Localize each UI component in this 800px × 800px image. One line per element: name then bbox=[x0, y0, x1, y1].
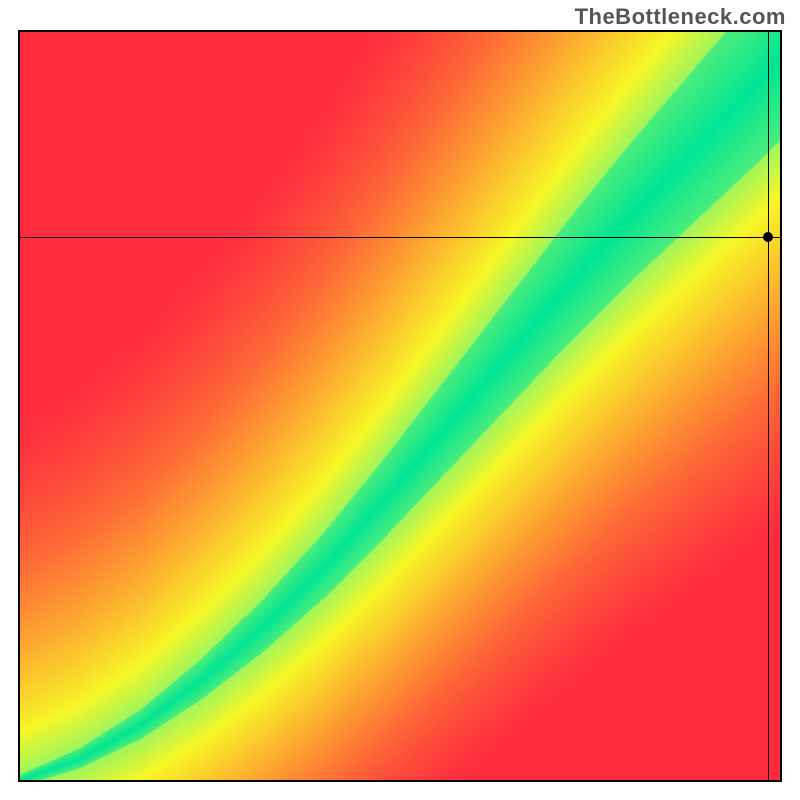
crosshair-marker bbox=[763, 232, 773, 242]
attribution-text: TheBottleneck.com bbox=[575, 4, 786, 30]
plot-area bbox=[18, 30, 782, 782]
crosshair-horizontal bbox=[18, 237, 782, 238]
chart-container: TheBottleneck.com bbox=[0, 0, 800, 800]
crosshair-vertical bbox=[768, 30, 769, 782]
heatmap-canvas bbox=[18, 30, 782, 782]
